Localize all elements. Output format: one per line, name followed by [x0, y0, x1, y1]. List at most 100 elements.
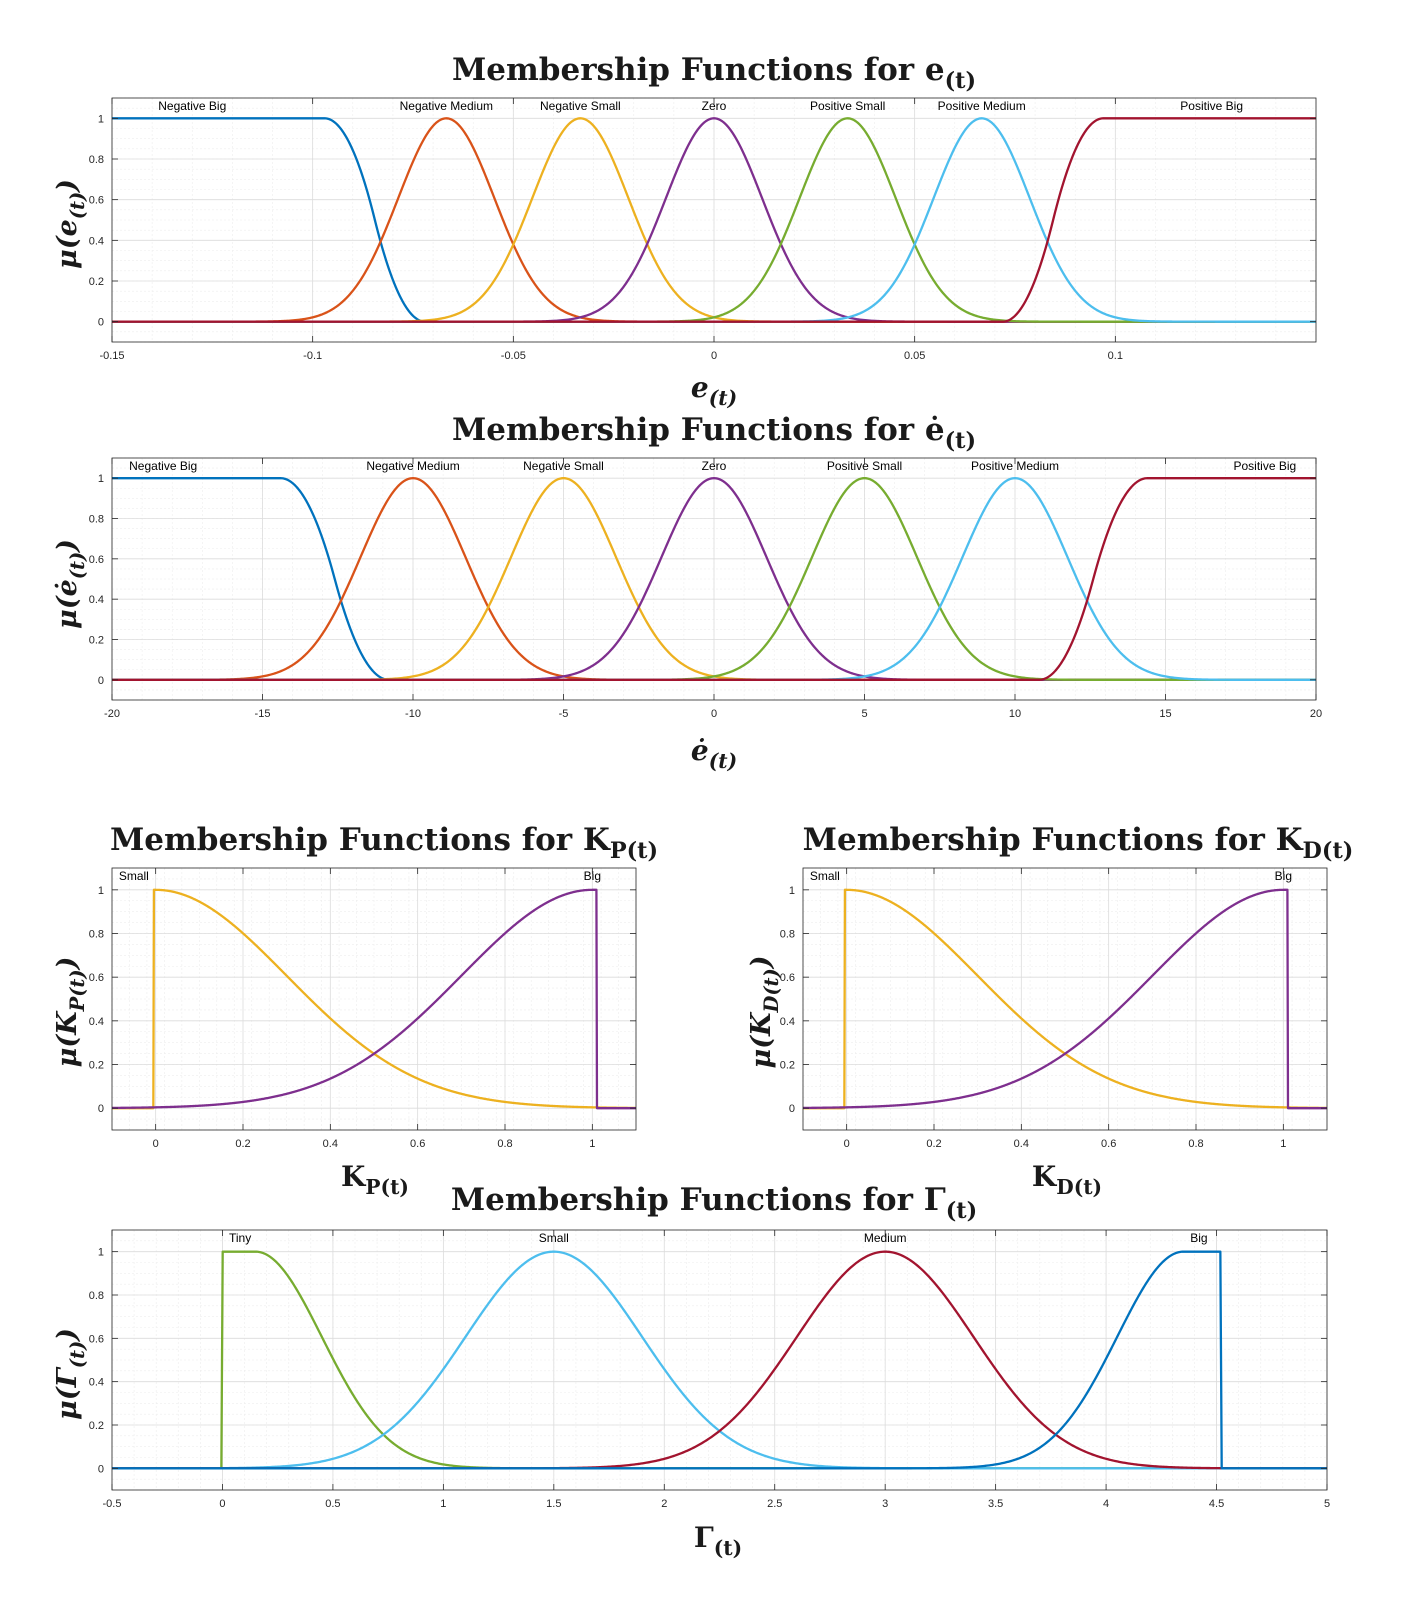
x-tick-label: -0.15	[99, 350, 124, 362]
series-label-1: Negative Big	[129, 459, 197, 473]
series-line-4	[112, 1250, 1327, 1470]
y-tick-label: 0.8	[89, 1290, 104, 1302]
y-tick-label: 0.6	[89, 195, 104, 207]
y-tick-label: 0.2	[780, 1060, 795, 1072]
chart-3-xlabel: KP(t)	[341, 1160, 409, 1199]
series-label-4: Zero	[702, 459, 727, 473]
x-tick-label: 0.4	[1014, 1138, 1029, 1150]
x-tick-label: 1	[589, 1138, 595, 1150]
chart-3-title: Membership Functions for KP(t)	[110, 822, 658, 864]
y-tick-label: 0.8	[89, 154, 104, 166]
x-tick-label: 1	[1280, 1138, 1286, 1150]
chart-4-title: Membership Functions for KD(t)	[803, 822, 1354, 864]
y-tick-label: 0.6	[89, 1333, 104, 1345]
series-label-2: Small	[539, 1231, 569, 1245]
x-tick-label: 20	[1310, 708, 1322, 720]
y-tick-label: 0.8	[780, 929, 795, 941]
y-tick-label: 1	[98, 473, 104, 485]
axes-box	[802, 867, 1328, 1131]
x-tick-label: -0.1	[303, 350, 322, 362]
chart-1-title: Membership Functions for e(t)	[452, 52, 976, 94]
series-label-2: Negative Medium	[366, 459, 459, 473]
axes-box	[111, 1229, 1328, 1491]
x-tick-label: 0	[219, 1498, 225, 1510]
x-tick-label: 0.2	[235, 1138, 250, 1150]
series-label-3: Negative Small	[523, 459, 604, 473]
x-tick-label: 0	[711, 350, 717, 362]
series-label-6: Positive Medium	[938, 99, 1026, 113]
y-tick-label: 0.6	[780, 972, 795, 984]
x-tick-label: 0.4	[323, 1138, 338, 1150]
y-tick-label: 0	[789, 1103, 795, 1115]
x-tick-label: 3.5	[988, 1498, 1003, 1510]
chart-5-ylabel: μ(Γ(t))	[52, 1328, 89, 1420]
x-tick-label: 5	[1324, 1498, 1330, 1510]
y-tick-label: 0.2	[89, 276, 104, 288]
series-label-1: Tiny	[229, 1231, 251, 1245]
y-tick-label: 0.8	[89, 929, 104, 941]
x-tick-label: -5	[559, 708, 569, 720]
series-label-1: Small	[119, 869, 149, 883]
x-tick-label: 0	[844, 1138, 850, 1150]
series-label-3: Negative Small	[540, 99, 621, 113]
x-tick-label: 5	[861, 708, 867, 720]
chart-5-xlabel: Γ(t)	[694, 1521, 742, 1560]
x-tick-label: 4.5	[1209, 1498, 1224, 1510]
chart-1-xlabel: e(t)	[691, 371, 737, 410]
y-tick-label: 0.4	[780, 1016, 795, 1028]
y-tick-label: 0	[98, 317, 104, 329]
series-label-3: Medium	[864, 1231, 907, 1245]
series-label-2: Big	[1275, 869, 1292, 883]
chart-4-xlabel: KD(t)	[1032, 1160, 1102, 1199]
x-tick-label: -15	[255, 708, 271, 720]
y-tick-label: 1	[98, 113, 104, 125]
chart-5: Tiny Small Medium Big -0.5 0 0.5 1 1.5 2 2.5 3 3.5 4 4…	[89, 1229, 1330, 1510]
series-line-2	[802, 888, 1328, 1110]
x-tick-label: -0.5	[103, 1498, 122, 1510]
series-label-7: Positive Big	[1233, 459, 1296, 473]
chart-4-ylabel: μ(KD(t))	[746, 955, 783, 1068]
chart-1-ylabel: μ(e(t))	[52, 179, 89, 269]
x-tick-label: 1.5	[546, 1498, 561, 1510]
series-line-7	[112, 117, 1316, 323]
series-line-7	[112, 477, 1316, 681]
chart-1: Negative Big Negative Medium Negative Smal…	[89, 97, 1317, 362]
y-tick-label: 0.6	[89, 972, 104, 984]
series-label-4: Zero	[702, 99, 727, 113]
chart-3: Small Big 0 0.2 0.4 0.6 0.8 1 0 0.2 0.4 0.6 0.8 1	[89, 867, 637, 1150]
y-tick-label: 0.6	[89, 554, 104, 566]
x-tick-label: 4	[1103, 1498, 1109, 1510]
y-tick-label: 0.2	[89, 1060, 104, 1072]
y-tick-label: 0	[98, 1103, 104, 1115]
x-tick-label: 0.6	[410, 1138, 425, 1150]
series-label-4: Big	[1190, 1231, 1207, 1245]
chart-5-title: Membership Functions for Γ(t)	[451, 1182, 977, 1224]
series-label-2: Big	[584, 869, 601, 883]
series-label-5: Positive Small	[827, 459, 902, 473]
chart-4: Small Big 0 0.2 0.4 0.6 0.8 1 0 0.2 0.4 0.6 0.8 1	[780, 867, 1328, 1150]
x-tick-label: 0.8	[1188, 1138, 1203, 1150]
x-tick-label: 15	[1159, 708, 1171, 720]
x-tick-label: 10	[1009, 708, 1021, 720]
series-line-2	[111, 888, 637, 1110]
x-tick-label: 0.5	[325, 1498, 340, 1510]
x-tick-label: 0.8	[497, 1138, 512, 1150]
y-tick-label: 0.8	[89, 514, 104, 526]
x-tick-label: 0.05	[904, 350, 925, 362]
series-label-1: Small	[810, 869, 840, 883]
y-tick-label: 0.2	[89, 1420, 104, 1432]
x-tick-label: -20	[104, 708, 120, 720]
x-tick-label: 2	[661, 1498, 667, 1510]
y-tick-label: 0.4	[89, 235, 104, 247]
axes-box	[111, 867, 637, 1131]
y-tick-label: 0	[98, 675, 104, 687]
x-tick-label: 0.1	[1108, 350, 1123, 362]
x-tick-label: 3	[882, 1498, 888, 1510]
y-tick-label: 0.4	[89, 1016, 104, 1028]
chart-3-ylabel: μ(KP(t))	[52, 957, 89, 1068]
y-tick-label: 0.2	[89, 635, 104, 647]
x-tick-label: -10	[405, 708, 421, 720]
x-tick-label: 0	[153, 1138, 159, 1150]
x-tick-label: -0.05	[501, 350, 526, 362]
